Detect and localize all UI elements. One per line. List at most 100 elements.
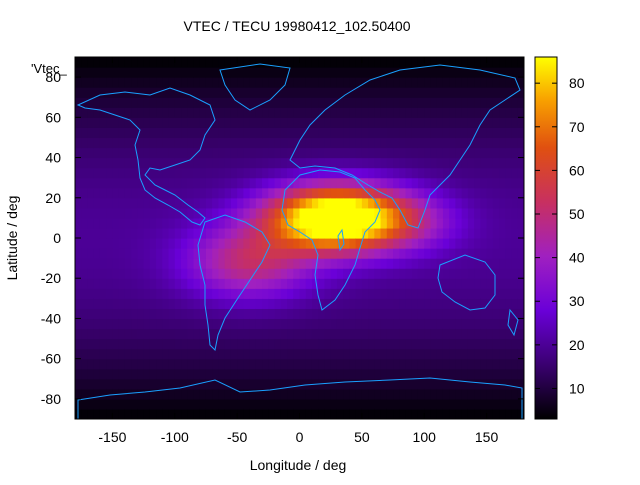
heatmap-cell: [280, 197, 288, 209]
heatmap-cell: [268, 338, 276, 350]
heatmap-cell: [118, 238, 126, 249]
heatmap-cell: [212, 57, 220, 68]
heatmap-cell: [218, 238, 226, 249]
heatmap-cell: [118, 97, 126, 108]
heatmap-cell: [262, 288, 269, 299]
heatmap-cell: [280, 87, 288, 98]
heatmap-cell: [486, 197, 494, 209]
heatmap-cell: [212, 167, 220, 179]
heatmap-cell: [93, 368, 101, 380]
heatmap-cell: [467, 388, 475, 400]
heatmap-cell: [274, 348, 282, 360]
heatmap-cell: [162, 378, 170, 390]
heatmap-cell: [368, 117, 375, 128]
heatmap-cell: [343, 97, 350, 108]
heatmap-cell: [249, 358, 257, 370]
heatmap-cell: [492, 278, 500, 289]
heatmap-cell: [411, 398, 419, 410]
heatmap-cell: [486, 348, 494, 360]
heatmap-cell: [274, 107, 282, 118]
heatmap-cell: [436, 298, 444, 309]
heatmap-cell: [81, 398, 89, 410]
heatmap-cell: [156, 217, 163, 229]
heatmap-cell: [268, 227, 276, 239]
heatmap-cell: [467, 398, 475, 410]
heatmap-cell: [274, 278, 282, 289]
heatmap-cell: [224, 177, 232, 189]
heatmap-cell: [411, 368, 419, 380]
heatmap-cell: [424, 358, 432, 370]
heatmap-cell: [455, 117, 463, 128]
heatmap-cell: [499, 308, 506, 320]
heatmap-cell: [262, 57, 269, 68]
heatmap-cell: [417, 187, 425, 199]
heatmap-cell: [162, 388, 170, 400]
heatmap-cell: [149, 288, 157, 299]
x-tick-label: -50: [227, 429, 247, 445]
heatmap-cell: [75, 57, 82, 68]
heatmap-cell: [330, 318, 338, 330]
heatmap-cell: [474, 67, 481, 78]
heatmap-cell: [205, 157, 213, 169]
heatmap-cell: [230, 278, 238, 289]
heatmap-cell: [499, 288, 506, 299]
heatmap-cell: [87, 328, 95, 340]
heatmap-cell: [81, 137, 89, 149]
heatmap-cell: [249, 398, 257, 410]
heatmap-cell: [380, 238, 388, 249]
heatmap-cell: [230, 167, 238, 179]
heatmap-cell: [324, 137, 332, 149]
heatmap-cell: [349, 127, 357, 139]
heatmap-cell: [131, 137, 138, 149]
heatmap-cell: [237, 137, 244, 149]
heatmap-cell: [230, 318, 238, 330]
heatmap-cell: [393, 308, 400, 320]
heatmap-cell: [424, 398, 432, 410]
heatmap-cell: [499, 318, 506, 330]
heatmap-cell: [75, 308, 82, 320]
heatmap-cell: [517, 378, 524, 390]
heatmap-cell: [249, 308, 257, 320]
heatmap-cell: [230, 57, 238, 68]
heatmap-cell: [455, 358, 463, 370]
heatmap-cell: [112, 197, 120, 209]
heatmap-cell: [274, 77, 282, 88]
heatmap-cell: [399, 87, 407, 98]
heatmap-cell: [336, 217, 344, 229]
heatmap-cell: [274, 398, 282, 410]
heatmap-cell: [424, 57, 432, 68]
heatmap-cell: [411, 107, 419, 118]
heatmap-cell: [355, 67, 363, 78]
heatmap-cell: [106, 298, 114, 309]
heatmap-cell: [287, 328, 294, 340]
heatmap-cell: [124, 258, 132, 269]
heatmap-cell: [156, 57, 163, 68]
heatmap-cell: [442, 348, 450, 360]
heatmap-cell: [442, 268, 450, 279]
heatmap-cell: [336, 77, 344, 88]
heatmap-cell: [81, 248, 89, 259]
heatmap-cell: [162, 157, 170, 169]
heatmap-cell: [249, 137, 257, 149]
heatmap-cell: [274, 328, 282, 340]
heatmap-cell: [99, 127, 107, 139]
heatmap-cell: [255, 288, 263, 299]
heatmap-cell: [430, 278, 438, 289]
heatmap-cell: [218, 157, 226, 169]
heatmap-cell: [143, 318, 151, 330]
heatmap-cell: [474, 187, 481, 199]
heatmap-cell: [255, 157, 263, 169]
heatmap-cell: [374, 107, 382, 118]
heatmap-cell: [212, 408, 220, 419]
heatmap-cell: [262, 107, 269, 118]
heatmap-cell: [124, 378, 132, 390]
heatmap-cell: [143, 358, 151, 370]
heatmap-cell: [436, 207, 444, 219]
heatmap-cell: [212, 197, 220, 209]
heatmap-cell: [474, 137, 481, 149]
heatmap-cell: [492, 308, 500, 320]
heatmap-cell: [118, 167, 126, 179]
heatmap-cell: [380, 268, 388, 279]
heatmap-cell: [212, 278, 220, 289]
heatmap-cell: [380, 97, 388, 108]
